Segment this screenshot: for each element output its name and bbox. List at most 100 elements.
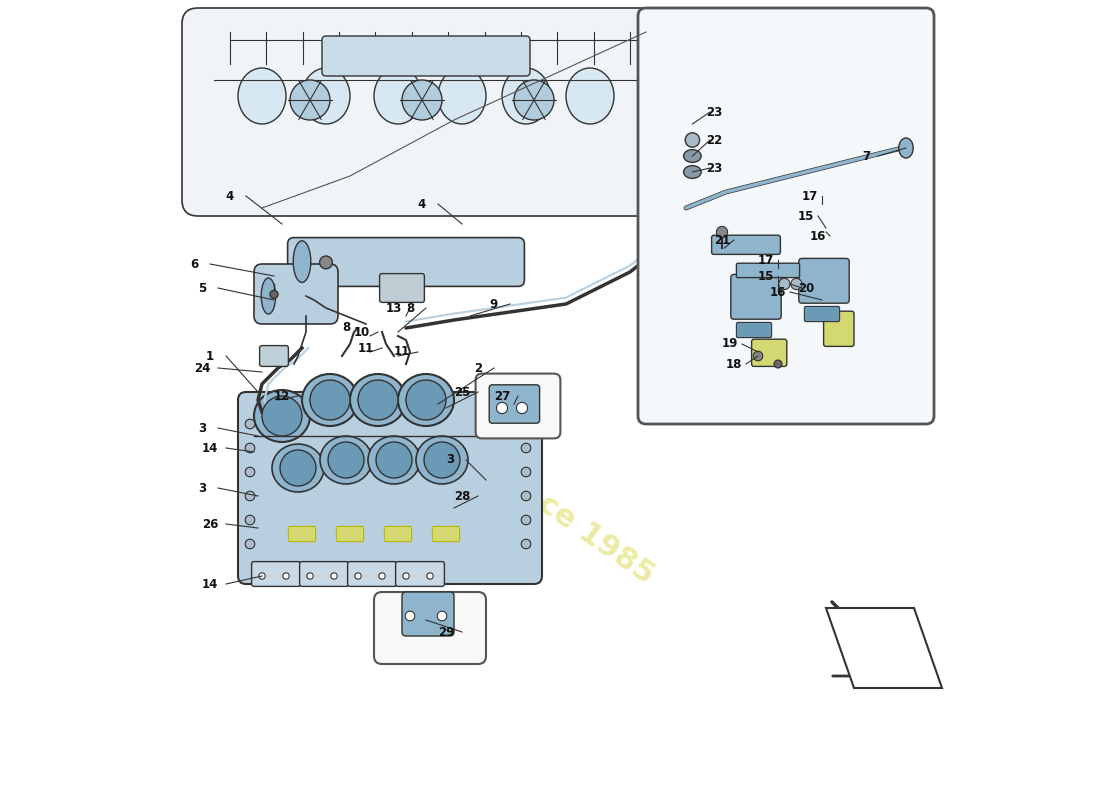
Text: 23: 23 — [706, 106, 722, 118]
Ellipse shape — [683, 150, 701, 162]
Text: 26: 26 — [201, 518, 218, 530]
FancyBboxPatch shape — [396, 562, 444, 586]
Text: 3: 3 — [198, 482, 206, 494]
Ellipse shape — [899, 138, 913, 158]
Circle shape — [516, 402, 528, 414]
Text: 11: 11 — [394, 346, 410, 358]
Ellipse shape — [261, 278, 276, 314]
FancyBboxPatch shape — [751, 339, 786, 366]
Circle shape — [378, 573, 385, 579]
Ellipse shape — [685, 133, 700, 147]
Text: 27: 27 — [494, 390, 510, 402]
Circle shape — [307, 573, 314, 579]
Circle shape — [283, 573, 289, 579]
Circle shape — [521, 539, 531, 549]
Circle shape — [270, 290, 278, 298]
Text: 22: 22 — [706, 134, 722, 146]
Text: 3: 3 — [446, 454, 454, 466]
Circle shape — [791, 278, 802, 290]
Text: 16: 16 — [810, 230, 826, 242]
Circle shape — [245, 419, 255, 429]
Ellipse shape — [302, 68, 350, 124]
Text: 29: 29 — [438, 626, 454, 638]
FancyBboxPatch shape — [402, 592, 454, 636]
Circle shape — [402, 80, 442, 120]
Polygon shape — [826, 608, 942, 688]
FancyBboxPatch shape — [322, 36, 530, 76]
Text: 20: 20 — [798, 282, 814, 294]
Ellipse shape — [238, 68, 286, 124]
Text: 21: 21 — [714, 234, 730, 246]
Circle shape — [320, 256, 332, 269]
Text: 3: 3 — [198, 422, 206, 434]
Circle shape — [716, 226, 727, 238]
Circle shape — [403, 573, 409, 579]
Text: 18: 18 — [726, 358, 742, 370]
Ellipse shape — [280, 450, 316, 486]
FancyBboxPatch shape — [490, 385, 540, 423]
Circle shape — [779, 278, 790, 290]
Ellipse shape — [374, 68, 422, 124]
Text: 23: 23 — [706, 162, 722, 174]
Circle shape — [245, 515, 255, 525]
FancyBboxPatch shape — [379, 274, 425, 302]
Text: parts since 1985: parts since 1985 — [409, 402, 659, 590]
Circle shape — [427, 573, 433, 579]
Text: 17: 17 — [802, 190, 818, 202]
Ellipse shape — [424, 442, 460, 478]
Circle shape — [774, 360, 782, 368]
Text: 4: 4 — [226, 190, 234, 202]
FancyBboxPatch shape — [348, 562, 396, 586]
Text: 14: 14 — [201, 442, 218, 454]
Circle shape — [437, 611, 447, 621]
Circle shape — [245, 467, 255, 477]
Text: 24: 24 — [194, 362, 210, 374]
FancyBboxPatch shape — [804, 306, 839, 322]
Text: 17: 17 — [758, 254, 774, 266]
Text: 16: 16 — [770, 286, 786, 298]
Ellipse shape — [262, 396, 303, 436]
Ellipse shape — [358, 380, 398, 420]
Text: GS: GS — [755, 223, 857, 289]
Text: 4: 4 — [418, 198, 426, 210]
Circle shape — [245, 491, 255, 501]
FancyBboxPatch shape — [475, 374, 560, 438]
Text: 8: 8 — [342, 322, 350, 334]
Text: 19: 19 — [722, 338, 738, 350]
FancyBboxPatch shape — [238, 392, 542, 584]
Text: 25: 25 — [454, 386, 470, 398]
Text: 13: 13 — [386, 302, 403, 314]
Circle shape — [258, 573, 265, 579]
Circle shape — [290, 80, 330, 120]
FancyBboxPatch shape — [799, 258, 849, 303]
Text: 9: 9 — [490, 298, 498, 310]
Text: 5: 5 — [198, 282, 206, 294]
Circle shape — [355, 573, 361, 579]
Ellipse shape — [406, 380, 446, 420]
Text: 10: 10 — [354, 326, 370, 338]
FancyBboxPatch shape — [712, 235, 780, 254]
Ellipse shape — [438, 68, 486, 124]
FancyBboxPatch shape — [288, 526, 316, 542]
Ellipse shape — [294, 241, 311, 282]
Circle shape — [521, 419, 531, 429]
Text: 15: 15 — [758, 270, 774, 282]
Text: 28: 28 — [454, 490, 470, 502]
FancyBboxPatch shape — [736, 263, 800, 278]
Circle shape — [754, 351, 762, 361]
FancyBboxPatch shape — [730, 274, 781, 319]
Text: 14: 14 — [201, 578, 218, 590]
Ellipse shape — [416, 436, 468, 484]
FancyBboxPatch shape — [182, 8, 694, 216]
Circle shape — [331, 573, 338, 579]
Ellipse shape — [398, 374, 454, 426]
Text: 2: 2 — [474, 362, 482, 374]
FancyBboxPatch shape — [824, 311, 854, 346]
Ellipse shape — [502, 68, 550, 124]
Ellipse shape — [350, 374, 406, 426]
Ellipse shape — [376, 442, 412, 478]
FancyBboxPatch shape — [374, 592, 486, 664]
Ellipse shape — [683, 166, 701, 178]
Circle shape — [521, 491, 531, 501]
FancyBboxPatch shape — [384, 526, 411, 542]
